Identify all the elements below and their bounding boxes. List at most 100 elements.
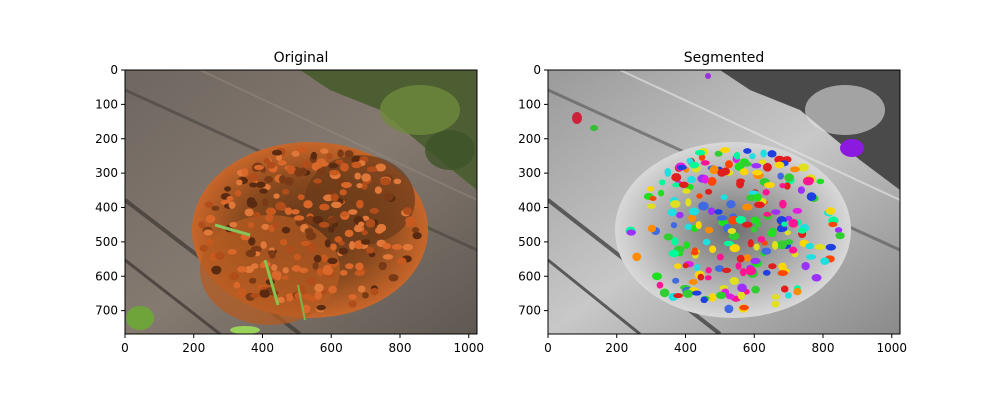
- segment-blob: [708, 293, 717, 302]
- segmented-x-tick-label: 0: [544, 341, 552, 355]
- segmented-y-tick-label: 100: [518, 97, 541, 111]
- ladybug: [313, 254, 322, 263]
- segmented-x-axis: 0 200 400 600 800 1000: [544, 334, 907, 355]
- ladybug: [297, 194, 305, 201]
- segmented-y-tick-label: 600: [518, 269, 541, 283]
- segment-blob: [649, 195, 657, 201]
- ladybug: [236, 179, 243, 186]
- segment-blob: [737, 291, 746, 300]
- original-y-tick-label: 600: [95, 269, 118, 283]
- ladybug: [291, 265, 302, 272]
- segment-blob: [727, 228, 737, 235]
- ladybug: [304, 228, 314, 235]
- segment-blob: [739, 168, 749, 176]
- ladybug-texture: [198, 147, 422, 314]
- segment-blob: [750, 217, 761, 224]
- segment-blob: [762, 189, 770, 196]
- segment-blob: [735, 262, 742, 270]
- segmented-y-tick-label: 700: [518, 304, 541, 318]
- segment-blob: [774, 161, 785, 169]
- ladybug: [229, 221, 238, 228]
- ladybug: [369, 207, 380, 214]
- ladybug: [294, 168, 304, 177]
- segment-blob: [805, 254, 817, 260]
- segment-blob: [700, 296, 708, 304]
- segment-blob: [792, 207, 803, 214]
- ladybug: [282, 188, 290, 195]
- segment-blob: [820, 257, 830, 265]
- original-x-tick-label: 400: [251, 341, 274, 355]
- segment-blob: [688, 278, 698, 285]
- segment-blob: [793, 287, 802, 296]
- ladybug: [412, 232, 422, 240]
- segment-blob: [702, 238, 711, 246]
- ladybug: [383, 192, 394, 202]
- segmented-x-tick-label: 400: [674, 341, 697, 355]
- ladybug: [348, 294, 357, 300]
- segment-blob: [735, 215, 747, 224]
- ladybug: [354, 172, 361, 180]
- ladybug: [318, 221, 330, 228]
- original-y-tick-label: 0: [110, 63, 118, 77]
- segment-blob: [717, 168, 727, 177]
- ladybug: [358, 221, 365, 227]
- segment-blob: [697, 273, 705, 281]
- ladybug: [298, 267, 309, 274]
- ladybug: [339, 269, 348, 276]
- segment-blob: [682, 289, 694, 298]
- ladybug: [286, 245, 294, 253]
- segment-blob: [690, 250, 699, 256]
- segment-blob: [788, 246, 798, 254]
- ladybug: [237, 266, 248, 273]
- ladybug: [245, 249, 257, 258]
- segment-blob: [698, 201, 709, 211]
- segment-blob: [667, 208, 677, 217]
- ladybug: [206, 238, 214, 245]
- ladybug: [251, 263, 259, 269]
- ladybug: [244, 265, 254, 274]
- ladybug: [379, 177, 391, 186]
- segment-blob: [771, 294, 780, 300]
- segment-blob: [777, 172, 784, 180]
- ladybug: [354, 270, 365, 277]
- segment-blob: [785, 215, 793, 221]
- segment-blob: [646, 203, 656, 209]
- ladybug: [360, 182, 368, 190]
- ladybug: [345, 263, 354, 270]
- original-title: Original: [274, 50, 329, 66]
- ladybug: [277, 160, 287, 166]
- segment-blob: [798, 163, 809, 172]
- segment-blob: [771, 240, 779, 250]
- segment-blob: [671, 237, 679, 246]
- ladybug: [228, 201, 236, 209]
- ladybug: [393, 178, 402, 185]
- segment-blob: [805, 242, 814, 250]
- ladybug: [253, 211, 261, 219]
- segmented-y-tick-label: 300: [518, 166, 541, 180]
- ladybug: [382, 242, 391, 250]
- segment-blob: [785, 292, 792, 299]
- ladybug: [397, 257, 407, 265]
- segment-blob: [694, 149, 706, 156]
- original-x-tick-label: 1000: [453, 341, 484, 355]
- ladybug: [291, 209, 300, 215]
- ladybug: [340, 211, 349, 217]
- ladybug: [247, 222, 255, 229]
- segment-blob: [825, 207, 836, 215]
- ladybug: [259, 289, 271, 298]
- segment-blob: [707, 207, 716, 215]
- ladybug: [275, 153, 283, 161]
- ladybug: [326, 153, 333, 160]
- segment-blob: [742, 203, 753, 211]
- segment-blob: [739, 304, 749, 311]
- segment-blob: [687, 175, 696, 183]
- segmented-y-tick-label: 200: [518, 132, 541, 146]
- ladybug: [361, 230, 368, 236]
- segment-blob: [724, 304, 734, 314]
- segment-blob: [702, 175, 709, 184]
- ladybug: [365, 246, 375, 254]
- ladybug: [227, 249, 237, 255]
- ladybug: [306, 277, 316, 285]
- original-y-tick-label: 100: [95, 97, 118, 111]
- ladybug: [312, 215, 324, 224]
